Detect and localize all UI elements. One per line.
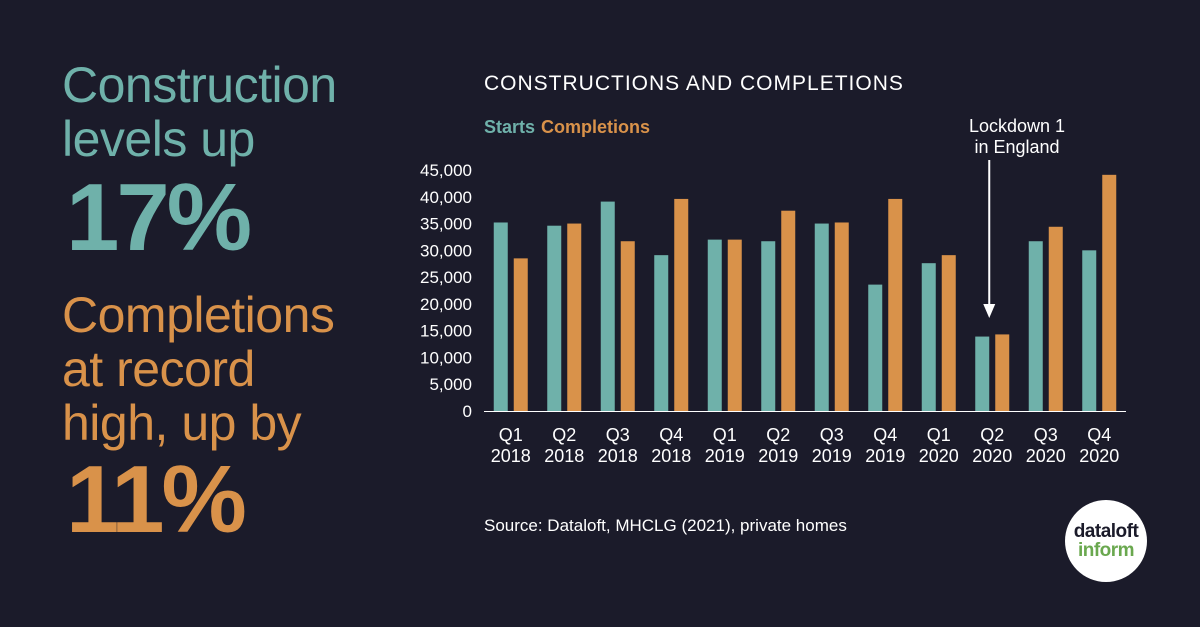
bar-starts — [761, 241, 776, 411]
dataloft-logo: dataloft inform — [1065, 500, 1147, 582]
headline-line-2: levels up — [62, 111, 255, 167]
chart-title: CONSTRUCTIONS AND COMPLETIONS — [484, 72, 904, 95]
chart-legend: Starts Completions — [484, 117, 656, 138]
lockdown-arrow-head — [983, 304, 996, 318]
logo-text-inform: inform — [1077, 540, 1135, 561]
completions-percentage: 11% — [66, 446, 247, 553]
annotation-line-2: in England — [974, 136, 1060, 157]
y-tick-label: 25,000 — [420, 268, 472, 287]
y-tick-label: 30,000 — [420, 241, 472, 260]
x-tick-label-year: 2019 — [812, 446, 852, 466]
bar-completions — [781, 210, 796, 411]
legend-completions: Completions — [541, 117, 651, 137]
x-tick-label-year: 2020 — [1079, 446, 1119, 466]
x-tick-label-quarter: Q1 — [713, 425, 737, 445]
bar-starts — [493, 222, 508, 411]
logo-text-dataloft: dataloft — [1073, 521, 1139, 542]
x-tick-label-year: 2018 — [544, 446, 584, 466]
source-note: Source: Dataloft, MHCLG (2021), private … — [484, 516, 847, 535]
bar-starts — [921, 263, 936, 411]
x-tick-label-quarter: Q1 — [499, 425, 523, 445]
x-tick-label-year: 2020 — [972, 446, 1012, 466]
bar-completions — [1048, 226, 1063, 411]
construction-percentage: 17% — [66, 164, 252, 271]
headline-line-5: high, up by — [62, 395, 302, 451]
x-tick-label-quarter: Q2 — [766, 425, 790, 445]
bar-starts — [975, 336, 990, 411]
y-tick-label: 0 — [463, 402, 472, 421]
bar-completions — [620, 241, 635, 411]
x-tick-label-quarter: Q3 — [1034, 425, 1058, 445]
x-tick-label-year: 2019 — [865, 446, 905, 466]
x-tick-label-year: 2020 — [1026, 446, 1066, 466]
x-tick-label-quarter: Q3 — [820, 425, 844, 445]
y-tick-label: 15,000 — [420, 322, 472, 341]
x-tick-label-quarter: Q2 — [552, 425, 576, 445]
bar-completions — [567, 223, 582, 411]
x-tick-label-quarter: Q4 — [659, 425, 683, 445]
x-tick-label-year: 2018 — [598, 446, 638, 466]
y-tick-label: 35,000 — [420, 215, 472, 234]
y-tick-label: 10,000 — [420, 348, 472, 367]
bar-completions — [727, 239, 742, 411]
headline-construction: Construction levels up — [62, 58, 422, 166]
x-tick-label-year: 2018 — [651, 446, 691, 466]
headline-completions: Completions at record high, up by — [62, 288, 422, 450]
bar-starts — [1082, 250, 1097, 411]
x-tick-label-year: 2019 — [758, 446, 798, 466]
bar-starts — [707, 239, 722, 411]
bar-starts — [814, 223, 829, 411]
bar-completions — [888, 198, 903, 411]
headline-panel: Construction levels up 17% Completions a… — [62, 58, 422, 570]
x-tick-label-year: 2019 — [705, 446, 745, 466]
x-tick-label-year: 2018 — [491, 446, 531, 466]
bar-starts — [868, 284, 883, 411]
legend-starts: Starts — [484, 117, 536, 137]
headline-line-3: Completions — [62, 287, 335, 343]
x-tick-label-quarter: Q2 — [980, 425, 1004, 445]
x-tick-label-quarter: Q4 — [873, 425, 897, 445]
bar-starts — [547, 225, 562, 411]
y-tick-label: 20,000 — [420, 295, 472, 314]
bar-completions — [941, 255, 956, 411]
x-tick-label-quarter: Q4 — [1087, 425, 1111, 445]
headline-line-4: at record — [62, 341, 255, 397]
y-tick-label: 5,000 — [429, 375, 472, 394]
y-tick-label: 45,000 — [420, 161, 472, 180]
x-tick-label-quarter: Q3 — [606, 425, 630, 445]
bar-completions — [513, 258, 528, 411]
x-tick-label-quarter: Q1 — [927, 425, 951, 445]
headline-line-1: Construction — [62, 57, 337, 113]
bar-starts — [654, 255, 669, 411]
lockdown-annotation: Lockdown 1 in England — [946, 116, 1088, 157]
y-tick-label: 40,000 — [420, 188, 472, 207]
bar-starts — [600, 201, 615, 411]
bar-completions — [1102, 174, 1117, 411]
x-tick-label-year: 2020 — [919, 446, 959, 466]
bar-completions — [674, 198, 689, 411]
bar-completions — [995, 334, 1010, 411]
annotation-line-1: Lockdown 1 — [968, 116, 1066, 136]
bar-starts — [1028, 241, 1043, 411]
bar-completions — [834, 222, 849, 411]
